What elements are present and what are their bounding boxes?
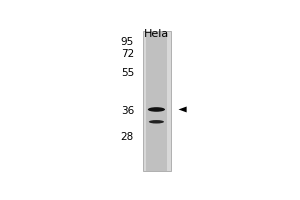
- Polygon shape: [178, 107, 187, 112]
- Text: 28: 28: [121, 132, 134, 142]
- Text: 72: 72: [121, 49, 134, 59]
- Ellipse shape: [149, 120, 164, 124]
- Text: 95: 95: [121, 37, 134, 47]
- Text: 36: 36: [121, 106, 134, 116]
- Bar: [146, 31, 167, 171]
- Bar: [143, 31, 171, 171]
- Text: 55: 55: [121, 68, 134, 78]
- Text: Hela: Hela: [144, 29, 169, 39]
- Ellipse shape: [148, 107, 165, 112]
